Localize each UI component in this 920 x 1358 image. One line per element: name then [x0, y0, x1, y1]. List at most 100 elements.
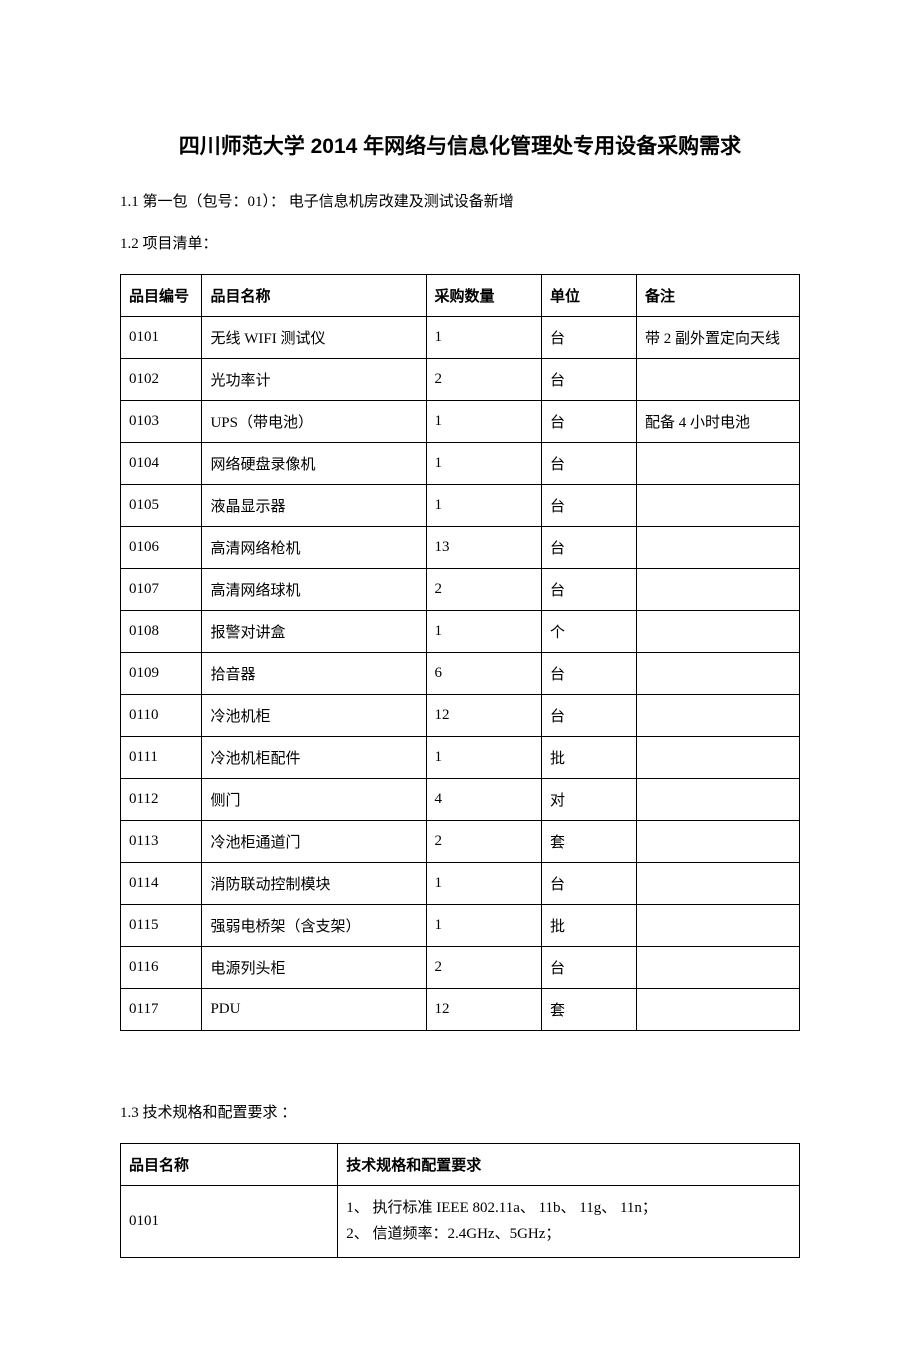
items-header-unit: 单位: [541, 275, 636, 317]
items-cell-id: 0114: [121, 863, 202, 905]
items-cell-name: 网络硬盘录像机: [202, 443, 426, 485]
items-cell-id: 0105: [121, 485, 202, 527]
items-cell-name: 光功率计: [202, 359, 426, 401]
items-cell-note: [637, 527, 800, 569]
items-cell-unit: 台: [541, 317, 636, 359]
items-cell-note: [637, 947, 800, 989]
items-cell-note: [637, 569, 800, 611]
items-cell-unit: 台: [541, 527, 636, 569]
items-cell-name: 高清网络球机: [202, 569, 426, 611]
section-1-2: 1.2 项目清单：: [120, 232, 800, 256]
items-table: 品目编号 品目名称 采购数量 单位 备注 0101无线 WIFI 测试仪1台带 …: [120, 274, 800, 1031]
items-cell-qty: 6: [426, 653, 541, 695]
items-cell-name: 电源列头柜: [202, 947, 426, 989]
items-cell-qty: 4: [426, 779, 541, 821]
spec-table: 品目名称 技术规格和配置要求 01011、 执行标准 IEEE 802.11a、…: [120, 1143, 800, 1258]
document-title: 四川师范大学 2014 年网络与信息化管理处专用设备采购需求: [120, 130, 800, 160]
items-cell-id: 0103: [121, 401, 202, 443]
items-cell-id: 0111: [121, 737, 202, 779]
items-cell-id: 0108: [121, 611, 202, 653]
items-cell-qty: 2: [426, 821, 541, 863]
table-row: 0109拾音器6台: [121, 653, 800, 695]
table-row: 0110冷池机柜12台: [121, 695, 800, 737]
items-cell-note: [637, 779, 800, 821]
items-cell-name: UPS（带电池）: [202, 401, 426, 443]
spec-header-name: 品目名称: [121, 1144, 338, 1186]
items-cell-note: [637, 863, 800, 905]
items-cell-unit: 台: [541, 443, 636, 485]
table-row: 0101无线 WIFI 测试仪1台带 2 副外置定向天线: [121, 317, 800, 359]
items-cell-unit: 台: [541, 569, 636, 611]
spec-req-line: 2、 信道频率：2.4GHz、5GHz；: [346, 1222, 791, 1248]
items-cell-name: 液晶显示器: [202, 485, 426, 527]
items-header-qty: 采购数量: [426, 275, 541, 317]
items-cell-name: 冷池机柜: [202, 695, 426, 737]
table-row: 0117PDU12套: [121, 989, 800, 1031]
items-cell-qty: 2: [426, 569, 541, 611]
items-cell-qty: 13: [426, 527, 541, 569]
items-cell-qty: 1: [426, 443, 541, 485]
items-cell-note: [637, 737, 800, 779]
items-cell-unit: 套: [541, 821, 636, 863]
items-cell-note: [637, 905, 800, 947]
items-cell-unit: 台: [541, 485, 636, 527]
section-1-3: 1.3 技术规格和配置要求 ：: [120, 1101, 800, 1125]
items-cell-unit: 台: [541, 947, 636, 989]
items-header-note: 备注: [637, 275, 800, 317]
spec-cell-req: 1、 执行标准 IEEE 802.11a、 11b、 11g、 11n；2、 信…: [338, 1186, 800, 1258]
items-cell-name: PDU: [202, 989, 426, 1031]
items-header-row: 品目编号 品目名称 采购数量 单位 备注: [121, 275, 800, 317]
spec-cell-name: 0101: [121, 1186, 338, 1258]
table-row: 0116电源列头柜2台: [121, 947, 800, 989]
spec-req-line: 1、 执行标准 IEEE 802.11a、 11b、 11g、 11n；: [346, 1196, 791, 1222]
items-cell-unit: 台: [541, 359, 636, 401]
table-row: 0103UPS（带电池）1台配备 4 小时电池: [121, 401, 800, 443]
items-cell-unit: 批: [541, 905, 636, 947]
items-cell-qty: 1: [426, 737, 541, 779]
items-cell-qty: 1: [426, 905, 541, 947]
items-cell-unit: 套: [541, 989, 636, 1031]
section-1-1: 1.1 第一包（包号：01）： 电子信息机房改建及测试设备新增: [120, 190, 800, 214]
table-row: 0115强弱电桥架（含支架）1批: [121, 905, 800, 947]
items-cell-unit: 台: [541, 401, 636, 443]
items-cell-note: 带 2 副外置定向天线: [637, 317, 800, 359]
items-cell-id: 0106: [121, 527, 202, 569]
items-cell-id: 0107: [121, 569, 202, 611]
items-cell-unit: 台: [541, 695, 636, 737]
items-cell-name: 侧门: [202, 779, 426, 821]
items-cell-id: 0102: [121, 359, 202, 401]
items-cell-unit: 台: [541, 653, 636, 695]
items-cell-id: 0112: [121, 779, 202, 821]
items-cell-id: 0117: [121, 989, 202, 1031]
table-row: 0107高清网络球机2台: [121, 569, 800, 611]
items-cell-unit: 批: [541, 737, 636, 779]
items-cell-qty: 2: [426, 359, 541, 401]
items-cell-qty: 1: [426, 401, 541, 443]
items-cell-name: 强弱电桥架（含支架）: [202, 905, 426, 947]
items-cell-qty: 2: [426, 947, 541, 989]
items-cell-name: 拾音器: [202, 653, 426, 695]
items-cell-unit: 对: [541, 779, 636, 821]
table-row: 0104网络硬盘录像机1台: [121, 443, 800, 485]
items-cell-name: 冷池柜通道门: [202, 821, 426, 863]
table-row: 0111冷池机柜配件1批: [121, 737, 800, 779]
items-cell-note: 配备 4 小时电池: [637, 401, 800, 443]
spec-header-req: 技术规格和配置要求: [338, 1144, 800, 1186]
items-cell-note: [637, 611, 800, 653]
items-cell-id: 0115: [121, 905, 202, 947]
items-cell-note: [637, 359, 800, 401]
items-cell-id: 0104: [121, 443, 202, 485]
items-cell-name: 消防联动控制模块: [202, 863, 426, 905]
items-cell-qty: 12: [426, 695, 541, 737]
items-cell-unit: 个: [541, 611, 636, 653]
items-cell-name: 冷池机柜配件: [202, 737, 426, 779]
items-header-id: 品目编号: [121, 275, 202, 317]
table-row: 0105液晶显示器1台: [121, 485, 800, 527]
items-cell-note: [637, 443, 800, 485]
items-cell-qty: 12: [426, 989, 541, 1031]
items-cell-id: 0101: [121, 317, 202, 359]
items-cell-note: [637, 821, 800, 863]
items-cell-note: [637, 485, 800, 527]
items-cell-qty: 1: [426, 485, 541, 527]
items-cell-name: 无线 WIFI 测试仪: [202, 317, 426, 359]
